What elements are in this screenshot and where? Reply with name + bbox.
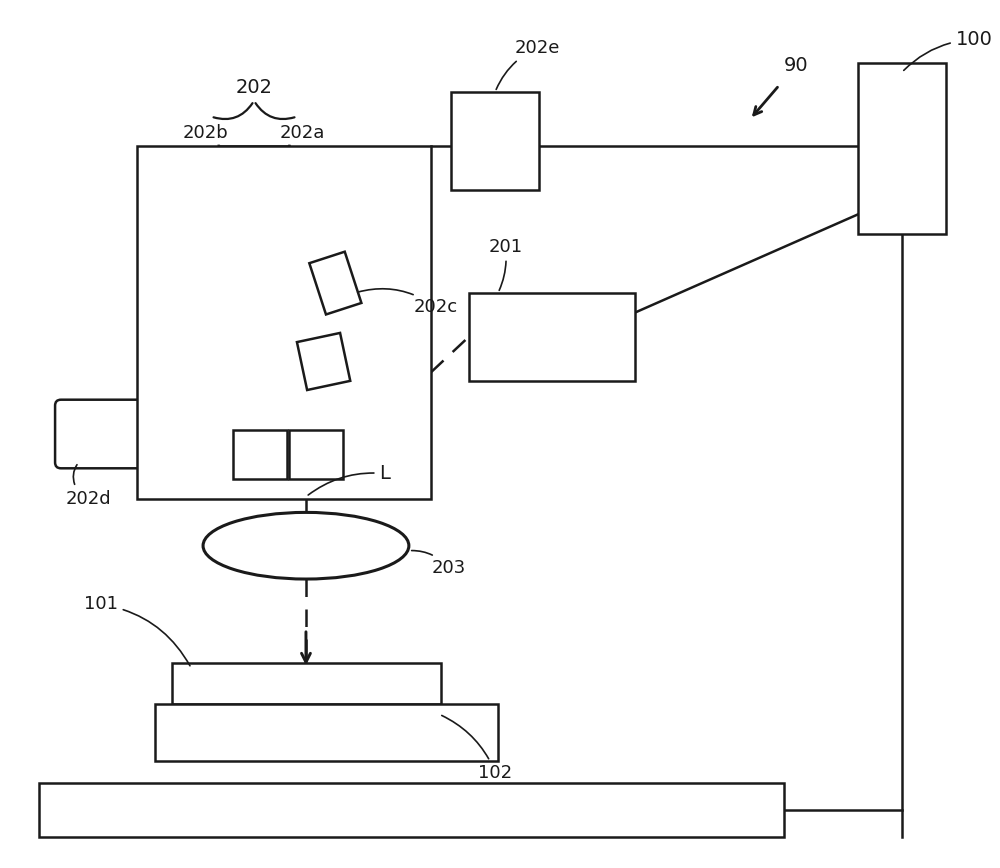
Text: 90: 90 [784, 56, 809, 76]
Text: 102: 102 [442, 715, 513, 782]
Text: 202b: 202b [183, 124, 229, 142]
Bar [858, 62, 946, 234]
Text: 202a: 202a [279, 124, 325, 142]
Ellipse shape [203, 512, 409, 579]
Polygon shape [309, 252, 361, 314]
Bar [137, 146, 431, 499]
Bar [233, 430, 287, 479]
Text: 100: 100 [904, 30, 993, 70]
Text: 202d: 202d [66, 490, 111, 508]
Bar [469, 293, 635, 381]
Bar [451, 92, 539, 190]
Bar [155, 705, 498, 761]
FancyBboxPatch shape [55, 399, 155, 469]
Text: 202: 202 [236, 78, 273, 97]
Bar [289, 430, 343, 479]
Text: L: L [308, 464, 390, 495]
Bar [39, 783, 784, 837]
Text: 101: 101 [84, 595, 190, 666]
Text: 201: 201 [488, 238, 522, 291]
Text: 202c: 202c [358, 289, 458, 317]
Text: 202e: 202e [496, 39, 560, 89]
Text: 203: 203 [412, 550, 466, 577]
Polygon shape [297, 333, 350, 390]
Bar [172, 663, 441, 705]
